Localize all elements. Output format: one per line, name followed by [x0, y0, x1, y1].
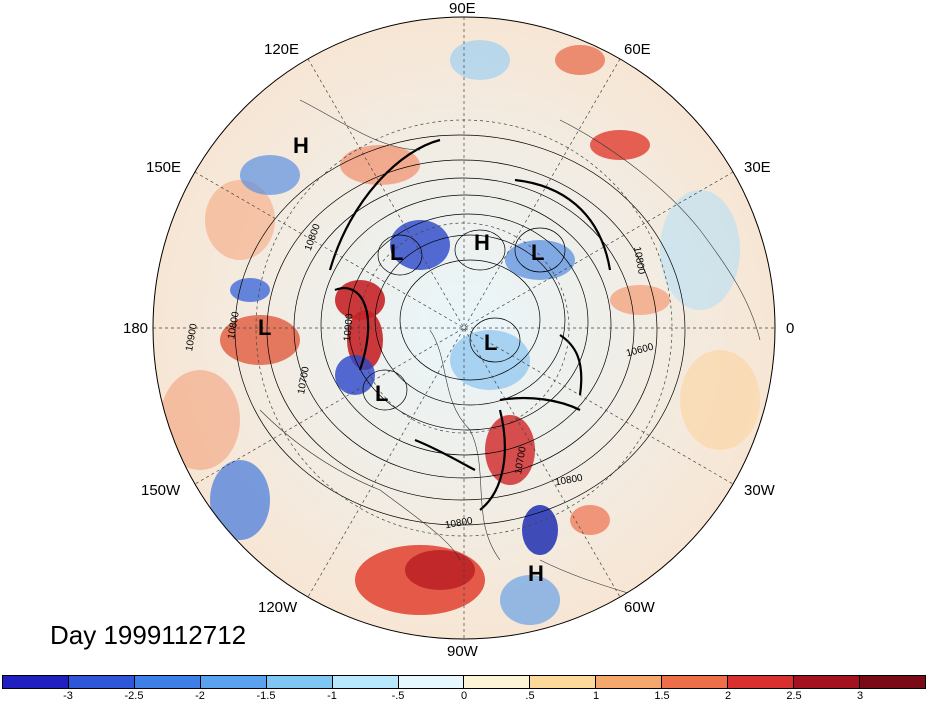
lon-label-0: 0	[786, 320, 795, 337]
lon-label-30w: 30W	[744, 482, 775, 499]
colorbar-tick-label: -1	[327, 690, 337, 702]
low-pressure-center: L	[484, 330, 498, 355]
low-pressure-center: L	[375, 381, 389, 406]
colorbar-segment	[266, 676, 333, 688]
colorbar-segment	[332, 676, 399, 688]
colorbar-segment	[3, 676, 69, 688]
lon-label-180: 180	[123, 320, 149, 337]
colorbar	[2, 675, 926, 689]
colorbar-tick-label: 1.5	[654, 690, 670, 702]
day-timestamp-label: Day 1999112712	[50, 620, 247, 650]
lon-label-120w: 120W	[258, 599, 298, 616]
colorbar-segment	[68, 676, 135, 688]
colorbar-segment	[398, 676, 465, 688]
colorbar-segment	[728, 676, 795, 688]
lon-label-150w: 150W	[141, 482, 181, 499]
colorbar-tick-label: 2.5	[786, 690, 802, 702]
high-pressure-center: H	[528, 561, 544, 586]
colorbar-tick-label: 0	[460, 690, 468, 702]
lon-label-120e: 120E	[264, 41, 300, 58]
globe-outline	[152, 16, 776, 640]
colorbar-tick-label: 3	[856, 690, 864, 702]
colorbar-tick-label: -.5	[391, 690, 405, 702]
colorbar-segment	[464, 676, 531, 688]
colorbar-segment	[794, 676, 860, 688]
lon-label-90e: 90E	[449, 0, 476, 17]
colorbar-segment	[662, 676, 729, 688]
jet-contours	[328, 138, 612, 511]
high-pressure-center: H	[293, 133, 309, 158]
lon-label-90w: 90W	[447, 643, 478, 660]
colorbar-segment	[859, 676, 925, 688]
lon-label-60e: 60E	[624, 41, 651, 58]
colorbar-segment	[134, 676, 201, 688]
colorbar-tick-label: -3	[63, 690, 73, 702]
colorbar-segment	[596, 676, 663, 688]
low-pressure-center: L	[258, 315, 272, 340]
colorbar-segment	[200, 676, 267, 688]
lon-label-150e: 150E	[146, 159, 182, 176]
colorbar-segment	[530, 676, 597, 688]
colorbar-tick-label: -2.5	[124, 690, 144, 702]
graticule	[153, 17, 775, 639]
lon-label-30e: 30E	[744, 159, 771, 176]
lon-label-60w: 60W	[624, 599, 655, 616]
low-pressure-center: L	[531, 240, 545, 265]
low-pressure-center: L	[390, 240, 404, 265]
colorbar-tick-label: .5	[525, 690, 535, 702]
colorbar-tick-label: 2	[724, 690, 732, 702]
anomaly-field	[153, 17, 775, 639]
high-pressure-center: H	[474, 230, 490, 255]
colorbar-tick-label: -2	[195, 690, 205, 702]
colorbar-tick-label: 1	[592, 690, 600, 702]
colorbar-tick-label: -1.5	[256, 690, 276, 702]
